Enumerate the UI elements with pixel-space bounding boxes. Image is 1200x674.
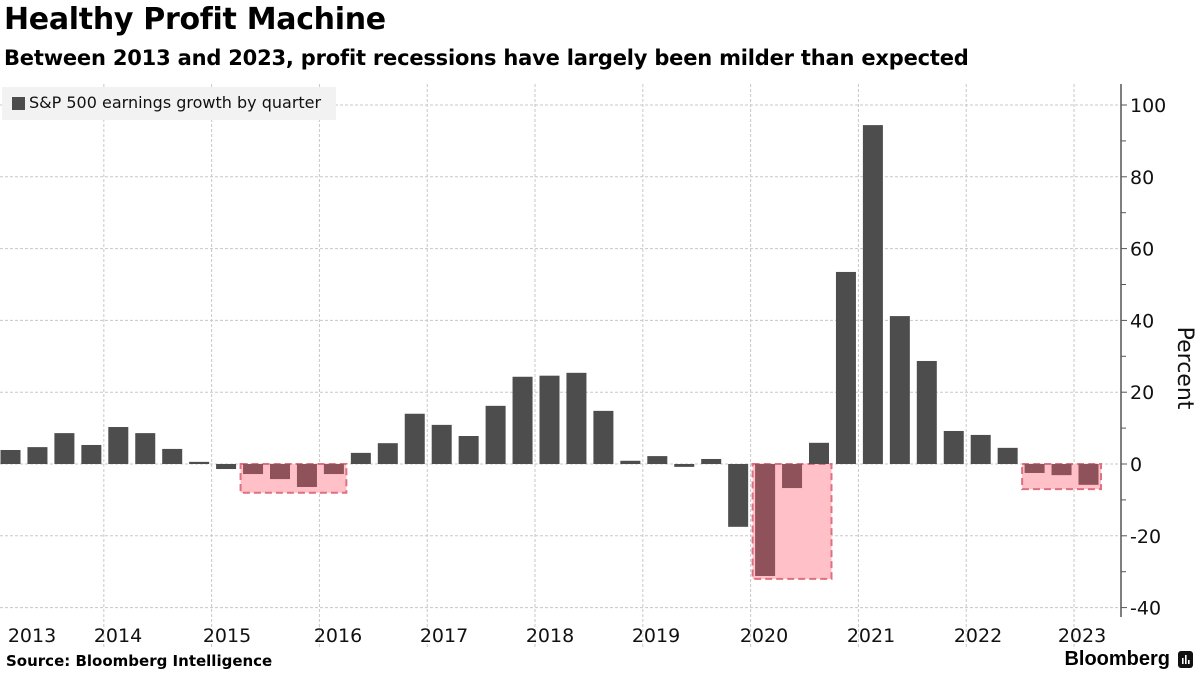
bar-2020Q3	[809, 442, 829, 464]
y-tick-label: -20	[1130, 526, 1161, 548]
x-tick-label: 2013	[8, 625, 56, 647]
bar-2021Q1	[862, 125, 883, 464]
x-tick-label: 2020	[740, 625, 788, 647]
bar-2023Q1	[1078, 464, 1099, 485]
bars	[0, 125, 1099, 577]
y-axis-title: Percent	[1172, 327, 1197, 410]
x-tick-label: 2017	[420, 625, 468, 647]
bar-2020Q2	[782, 464, 803, 489]
bar-2021Q3	[916, 360, 937, 464]
bloomberg-logo: Bloomberg	[1064, 648, 1170, 670]
y-tick-label: 0	[1130, 454, 1142, 476]
bar-2017Q2	[458, 435, 479, 464]
bar-2015Q2	[243, 464, 264, 475]
legend: S&P 500 earnings growth by quarter	[2, 87, 336, 120]
x-tick-label: 2014	[94, 625, 142, 647]
x-tick-label: 2022	[954, 625, 1002, 647]
bloomberg-chart-icon	[1178, 651, 1193, 668]
bar-2020Q1	[755, 464, 776, 577]
bar-2016Q4	[404, 413, 425, 464]
chart-subtitle: Between 2013 and 2023, profit recessions…	[4, 46, 969, 70]
x-tick-label: 2021	[847, 625, 895, 647]
bar-2022Q1	[970, 434, 991, 464]
source-note: Source: Bloomberg Intelligence	[6, 652, 273, 670]
bar-2019Q1	[647, 456, 668, 464]
bar-2014Q3	[162, 448, 183, 464]
bar-2016Q2	[350, 452, 371, 464]
x-tick-label: 2018	[526, 625, 574, 647]
bar-2013Q2	[27, 447, 48, 464]
x-tick-label: 2019	[632, 625, 680, 647]
bar-2022Q3	[1024, 464, 1045, 473]
bar-2018Q3	[593, 410, 614, 464]
legend-swatch	[12, 97, 25, 110]
bar-2018Q4	[620, 460, 641, 464]
bar-2018Q2	[566, 372, 587, 464]
y-axis: -40 -20 0 20 40 60 80 100 Percent	[1120, 84, 1197, 620]
x-tick-label: 2015	[203, 625, 251, 647]
bar-2017Q3	[485, 405, 506, 464]
bar-2017Q1	[431, 424, 452, 464]
bar-2015Q3	[270, 464, 290, 480]
bar-2019Q4	[728, 464, 749, 527]
bar-2021Q4	[943, 430, 964, 464]
bar-2022Q4	[1051, 464, 1072, 476]
bar-2013Q3	[54, 433, 75, 464]
bar-2018Q1	[539, 375, 560, 464]
bar-2015Q4	[296, 464, 317, 487]
y-tick-label: 100	[1130, 95, 1166, 117]
grid-lines	[0, 84, 1118, 647]
bar-2013Q4	[81, 444, 102, 464]
bar-2016Q1	[323, 464, 344, 475]
y-tick-label: 40	[1130, 310, 1154, 332]
bar-2020Q4	[835, 271, 856, 464]
bar-2016Q3	[377, 443, 398, 464]
y-tick-label: -40	[1130, 598, 1161, 620]
y-tick-label: 80	[1130, 167, 1154, 189]
x-tick-label: 2016	[314, 625, 362, 647]
y-tick-label: 60	[1130, 239, 1154, 261]
bar-2019Q2	[674, 464, 695, 467]
bar-2014Q2	[135, 433, 156, 464]
recession-boxes	[239, 463, 1102, 580]
x-axis-labels: 2013 2014 2015 2016 2017 2018 2019 2020 2021 2022…	[8, 625, 1106, 647]
bar-2022Q2	[997, 447, 1018, 464]
bar-2019Q3	[701, 458, 722, 464]
bar-2015Q1	[216, 464, 237, 470]
bar-2017Q4	[512, 376, 533, 464]
bar-2014Q1	[108, 427, 129, 464]
legend-label: S&P 500 earnings growth by quarter	[29, 93, 322, 112]
bar-2014Q4	[189, 461, 210, 464]
y-tick-label: 20	[1130, 382, 1154, 404]
chart-title: Healthy Profit Machine	[4, 2, 386, 37]
bar-2013Q1	[0, 449, 21, 464]
x-tick-label: 2023	[1058, 625, 1106, 647]
bar-2021Q2	[889, 316, 910, 464]
